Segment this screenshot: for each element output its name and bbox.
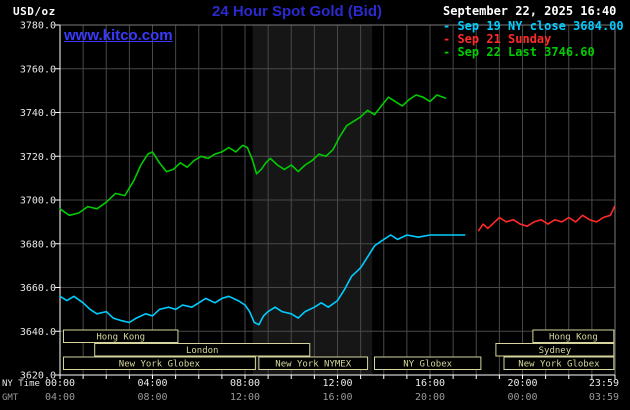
x-tick-label-gmt: 00:00 [507,392,537,403]
y-tick-label: 3760.0 [20,64,56,75]
x-tick-label-ny: 12:00 [322,378,352,389]
x-tick-label-ny: 04:00 [137,378,167,389]
x-tick-label-gmt: 16:00 [322,392,352,403]
session-label: NY Globex [403,360,452,370]
gmt-axis-label: GMT [2,393,19,403]
legend-item-2: - Sep 22 Last 3746.60 [443,45,595,59]
x-tick-label-ny: 00:00 [45,378,75,389]
series-line-2 [59,94,447,217]
grid [60,25,615,375]
info-panel: September 22, 2025 16:40 - Sep 19 NY clo… [443,5,627,59]
y-tick-label: 3740.0 [20,108,56,119]
session-box [94,343,311,357]
x-tick-label-gmt: 20:00 [415,392,445,403]
session-label: Hong Kong [96,333,145,343]
y-tick-label: 3640.0 [20,327,56,338]
units-label: USD/oz [13,5,56,18]
session-label: Sydney [539,346,572,356]
axis-ticks [55,24,616,379]
session-box [503,356,615,370]
y-tick-label: 3680.0 [20,239,56,250]
x-tick-label-gmt: 08:00 [137,392,167,403]
y-tick-label: 3700.0 [20,196,56,207]
session-label: Hong Kong [549,333,598,343]
axis-labels: 3780.0 3760.0 3740.0 3720.0 3700.0 3680.0 3660… [2,21,619,404]
session-label: New York NYMEX [275,360,351,370]
session-box [62,356,256,370]
legend-item-1: - Sep 21 Sunday [443,32,552,46]
x-tick-label-ny: 20:00 [507,378,537,389]
session-box [495,343,615,357]
session-label: New York Globex [119,360,201,370]
x-tick-label-ny: 16:00 [415,378,445,389]
y-tick-label: 3660.0 [20,283,56,294]
x-tick-label-ny: 08:00 [230,378,260,389]
session-box [532,329,615,343]
kitco-watermark-link[interactable]: www.kitco.com [64,27,173,44]
datetime-label: September 22, 2025 16:40 [443,4,617,18]
session-label: London [186,346,219,356]
y-tick-label: 3620.0 [20,371,56,382]
y-tick-label: 3720.0 [20,152,56,163]
x-tick-label-gmt: 03:59 [589,392,619,403]
session-label: New York Globex [518,360,600,370]
session-box [62,329,179,343]
y-tick-label: 3780.0 [20,21,56,32]
x-tick-label-gmt: 04:00 [45,392,75,403]
market-sessions: Hong Kong Hong Kong London Sydney New York G… [62,329,615,370]
x-tick-label-ny: 23:59 [589,378,619,389]
ny-time-axis-label: NY Time [2,379,40,389]
session-box [374,356,482,370]
session-box [258,356,369,370]
series-line-0 [59,234,466,326]
series-lines [59,94,616,326]
chart-title: 24 Hour Spot Gold (Bid) [212,3,382,20]
legend-item-0: - Sep 19 NY close 3684.00 [443,19,624,33]
x-tick-label-gmt: 12:00 [230,392,260,403]
series-line-1 [477,205,616,232]
legend: - Sep 19 NY close 3684.00- Sep 21 Sunday… [443,20,627,59]
